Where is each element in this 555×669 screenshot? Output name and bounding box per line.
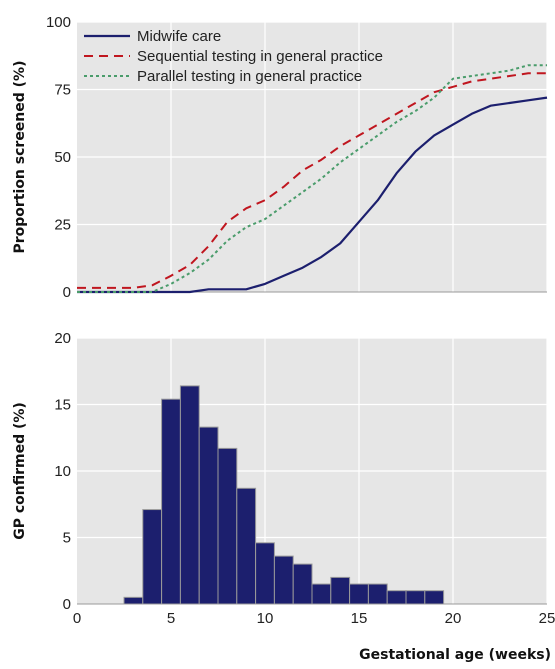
histogram-bar [349,583,369,605]
screened-y-tick-label: 50 [54,149,71,166]
legend-label-parallel-testing: Parallel testing in general practice [137,68,362,85]
screened-chart: 0 25 50 75 100 Proportion screened (%) Midwi… [12,14,548,301]
legend-label-midwife-care: Midwife care [137,28,221,45]
screened-y-tick-label: 25 [54,217,71,234]
histogram-bar [255,542,275,605]
x-axis-label: Gestational age (weeks) [359,647,551,663]
histogram-bar [292,563,313,605]
gp-confirmed-y-tick-label: 15 [54,397,71,414]
histogram-bar [179,385,200,605]
screened-gridlines [77,21,548,293]
x-tick-label: 10 [257,610,274,627]
histogram-bar [273,555,294,605]
histogram-bar [161,398,181,605]
gp-confirmed-y-tick-label: 0 [63,596,71,613]
screened-legend: Midwife care Sequential testing in gener… [84,28,383,85]
x-tick-label: 5 [167,610,175,627]
x-tick-label: 25 [539,610,555,627]
legend-label-sequential-testing: Sequential testing in general practice [137,48,383,65]
screened-y-tick-label: 75 [54,82,71,99]
x-tick-label: 15 [351,610,368,627]
gp-confirmed-chart: 0 5 10 15 20 0 5 10 15 20 25 GP confirmed (%) Ges… [12,330,555,663]
histogram-bar [424,590,445,605]
histogram-bar [367,583,388,605]
histogram-bar [198,426,219,605]
gp-confirmed-x-ticks: 0 5 10 15 20 25 [73,610,555,627]
histogram-bar [405,590,426,605]
series-line-0 [77,96,548,294]
series-line-2 [77,64,547,293]
histogram-bar [217,447,238,605]
screened-y-tick-label: 100 [46,14,71,31]
screened-y-ticks: 0 25 50 75 100 [46,14,71,301]
gp-confirmed-y-ticks: 0 5 10 15 20 [54,330,71,613]
gp-confirmed-y-tick-label: 5 [63,530,71,547]
x-tick-label: 0 [73,610,81,627]
gp-confirmed-y-axis-label: GP confirmed (%) [12,402,28,540]
histogram-bar [142,509,163,605]
histogram-bar [330,576,351,605]
screened-series [77,64,548,294]
gp-confirmed-y-tick-label: 20 [54,330,71,347]
histogram-bar [386,590,407,605]
histogram-bar [311,583,332,605]
screened-y-tick-label: 0 [63,284,71,301]
histogram-bar [236,487,257,605]
x-tick-label: 20 [445,610,462,627]
series-line-1 [77,72,547,289]
gp-confirmed-y-tick-label: 10 [54,463,71,480]
histogram-bar [123,596,144,605]
screened-y-axis-label: Proportion screened (%) [12,61,28,254]
gp-confirmed-bars [123,385,445,605]
